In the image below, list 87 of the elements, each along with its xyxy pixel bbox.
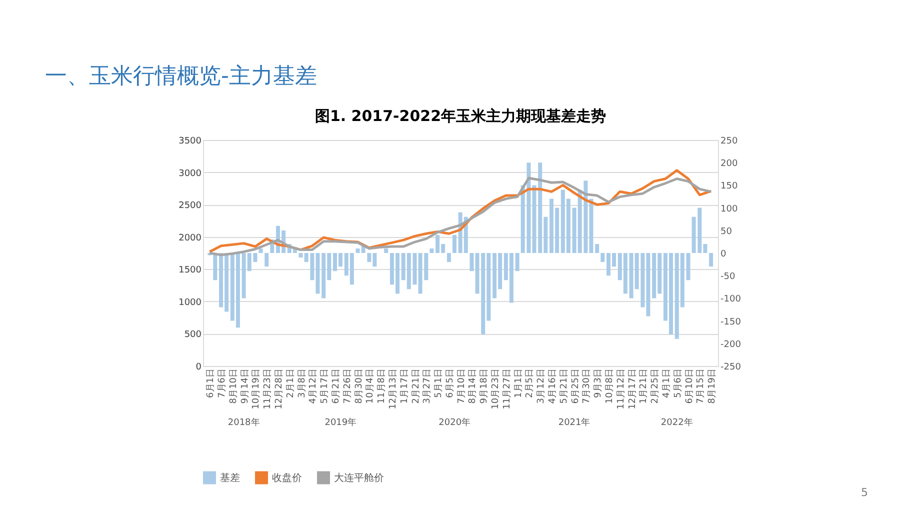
y-tick-label: 3500 <box>178 136 202 146</box>
x-tick-label: 7月30日 <box>582 368 592 404</box>
x-tick-label: 7月15日 <box>696 368 706 404</box>
x-tick-label: 4月16日 <box>548 368 558 404</box>
x-tick-label: 6月21日 <box>331 368 342 404</box>
y-tick-label: 0 <box>196 362 202 372</box>
x-tick-label: 11月23日 <box>263 368 274 410</box>
y-tick-label: 1000 <box>178 298 202 308</box>
y2-tick-label: 200 <box>720 159 738 170</box>
x-tick-label: 9月14日 <box>240 368 250 404</box>
x-tick-label: 5月17日 <box>320 368 330 404</box>
text: 2019年 <box>324 417 357 428</box>
text: 2018年 <box>228 417 260 428</box>
x-tick-label: 1月1日 <box>514 368 524 398</box>
text: 2020年 <box>438 417 471 428</box>
chart-subtitle: 一、玉米行情概览-主力基差 <box>45 64 317 89</box>
y2-tick-label: -100 <box>720 294 742 305</box>
bar <box>709 253 714 267</box>
x-tick-label: 11月8日 <box>377 368 388 404</box>
y2-tick-label: -150 <box>720 317 742 328</box>
y-tick-label: 1500 <box>178 266 202 276</box>
y-tick-label: 2000 <box>178 233 202 244</box>
text: 2022年 <box>660 417 693 428</box>
bar <box>600 253 605 262</box>
text: 5 <box>861 486 868 499</box>
text: 2021年 <box>558 417 590 428</box>
bar <box>686 253 690 280</box>
x-tick-label: 7月10日 <box>456 368 467 404</box>
x-tick-label: 8月19日 <box>708 368 718 404</box>
x-tick-label: 8月10日 <box>228 368 239 404</box>
x-tick-label: 2月25日 <box>650 368 661 404</box>
bar <box>446 253 451 262</box>
x-tick-label: 1月17日 <box>400 368 410 404</box>
legend-label: 基差 <box>220 472 240 484</box>
bar <box>452 234 456 253</box>
y2-tick-label: -250 <box>720 362 742 372</box>
bar <box>470 253 474 272</box>
x-tick-label: 2月1日 <box>286 368 296 398</box>
x-tick-label: 4月12日 <box>308 368 319 404</box>
x-tick-label: 3月12日 <box>536 368 547 404</box>
x-tick-label: 3月8日 <box>297 368 308 398</box>
legend-label: 收盘价 <box>272 472 302 484</box>
bar <box>264 253 269 267</box>
x-tick-label: 6月1日 <box>206 368 216 398</box>
x-tick-label: 9月18日 <box>480 368 490 404</box>
y-tick-label: 3000 <box>178 168 202 179</box>
x-tick-label: 6月10日 <box>684 368 695 404</box>
y-tick-label: 500 <box>184 330 202 340</box>
x-tick-label: 8月30日 <box>354 368 364 404</box>
y-tick-label: 2500 <box>178 201 202 212</box>
x-tick-label: 9月3日 <box>594 368 604 398</box>
y2-tick-label: 150 <box>720 182 738 192</box>
chart-title: 图1. 2017-2022年玉米主力期现基差走势 <box>314 107 606 125</box>
y2-tick-label: -50 <box>720 272 736 282</box>
x-tick-label: 6月25日 <box>570 368 581 404</box>
x-tick-label: 2月5日 <box>525 368 536 398</box>
x-tick-label: 10月8日 <box>604 368 615 404</box>
x-tick-label: 6月5日 <box>445 368 456 398</box>
y2-tick-label: 100 <box>720 204 738 214</box>
y2-tick-label: -200 <box>720 340 742 350</box>
bar <box>258 248 263 253</box>
x-tick-label: 3月27日 <box>422 368 433 404</box>
x-tick-label: 5月1日 <box>434 368 444 398</box>
x-tick-label: 10月4日 <box>366 368 376 404</box>
bar <box>430 248 434 253</box>
x-tick-label: 12月28日 <box>274 368 285 410</box>
x-tick-label: 4月1日 <box>662 368 672 398</box>
x-tick-label: 12月13日 <box>388 368 398 410</box>
y2-tick-label: 50 <box>720 226 732 237</box>
y2-tick-label: 250 <box>720 136 738 146</box>
x-tick-label: 1月21日 <box>639 368 650 404</box>
bar <box>595 244 600 253</box>
y2-tick-label: 0 <box>720 250 726 260</box>
bar <box>384 248 388 253</box>
legend-label: 大连平舱价 <box>334 472 384 484</box>
x-tick-label: 12月17日 <box>628 368 638 410</box>
x-tick-label: 10月19日 <box>252 368 262 410</box>
x-tick-label: 2月21日 <box>411 368 422 404</box>
x-tick-label: 7月26日 <box>342 368 353 404</box>
x-tick-label: 8月14日 <box>468 368 478 404</box>
x-tick-label: 11月27日 <box>502 368 512 410</box>
x-tick-label: 5月6日 <box>673 368 684 398</box>
bar <box>515 253 520 272</box>
x-tick-label: 5月21日 <box>559 368 570 404</box>
x-tick-label: 11月12日 <box>616 368 626 410</box>
x-tick-label: 10月23日 <box>491 368 502 410</box>
x-tick-label: 7月6日 <box>218 368 228 398</box>
